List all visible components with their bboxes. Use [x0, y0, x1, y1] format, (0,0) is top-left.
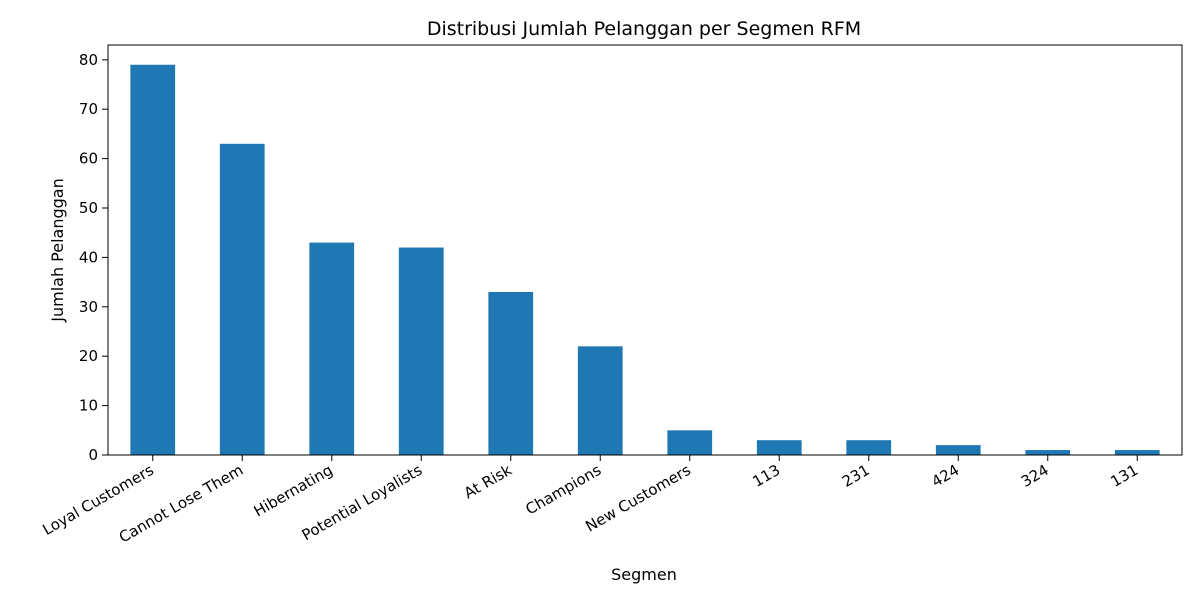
- y-tick-label: 50: [79, 199, 98, 217]
- y-tick-label: 0: [88, 446, 98, 464]
- bar: [846, 440, 892, 455]
- x-tick-label: 131: [1107, 461, 1141, 491]
- y-axis: 0 10 20 30 40 50 60 70 80: [79, 51, 108, 464]
- bars-layer: [130, 64, 1160, 456]
- bar: [577, 346, 623, 455]
- bar: [756, 440, 802, 455]
- bar: [219, 143, 265, 456]
- y-tick-label: 70: [79, 100, 98, 118]
- bar: [130, 64, 176, 455]
- bar: [935, 445, 981, 455]
- y-tick-label: 30: [79, 298, 98, 316]
- bar: [667, 430, 713, 455]
- bar: [1114, 450, 1160, 455]
- bar: [1025, 450, 1071, 455]
- plot-frame: [107, 44, 1183, 456]
- x-tick-label: Hibernating: [251, 461, 336, 521]
- y-tick-label: 60: [79, 150, 98, 168]
- y-tick-label: 20: [79, 347, 98, 365]
- bar: [488, 291, 534, 455]
- y-tick-label: 40: [79, 248, 98, 266]
- x-axis-title: Segmen: [611, 565, 677, 584]
- x-tick-label: 324: [1018, 461, 1052, 491]
- x-tick-label: Champions: [523, 461, 605, 519]
- bar: [309, 242, 355, 455]
- y-tick-label: 80: [79, 51, 98, 69]
- y-axis-title: Jumlah Pelanggan: [48, 178, 67, 323]
- x-tick-label: 424: [928, 461, 962, 491]
- x-tick-label: 113: [749, 461, 783, 491]
- chart-title: Distribusi Jumlah Pelanggan per Segmen R…: [427, 18, 861, 40]
- bar: [398, 247, 444, 455]
- y-tick-label: 10: [79, 397, 98, 415]
- x-tick-label: At Risk: [461, 461, 515, 503]
- x-tick-label: 231: [839, 461, 873, 491]
